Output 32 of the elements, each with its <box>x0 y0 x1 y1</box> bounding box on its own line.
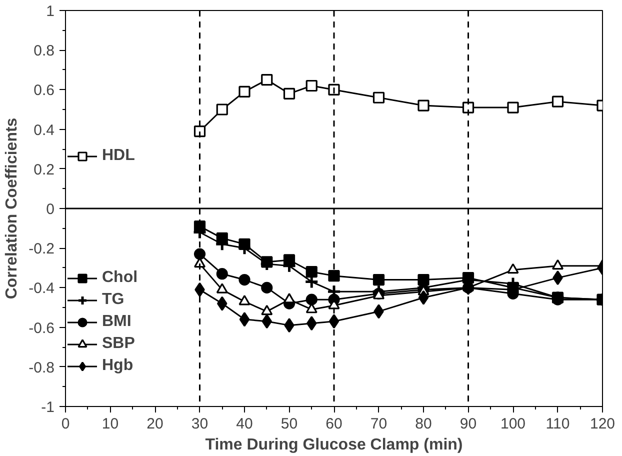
y-tick-label: -0.6 <box>28 320 55 337</box>
y-tick-label: 0.8 <box>34 42 55 60</box>
x-tick-label: 10 <box>102 416 119 432</box>
y-axis-title: Correlation Coefficients <box>4 118 21 300</box>
x-tick-label: 100 <box>500 416 526 432</box>
legend-label: Hgb <box>102 357 134 375</box>
y-tick-label: 0.4 <box>34 122 55 139</box>
y-tick-label: -0.2 <box>28 240 55 258</box>
x-tick-label: 40 <box>236 416 253 432</box>
x-tick-label: 70 <box>370 416 388 432</box>
x-tick-label: 30 <box>191 416 208 432</box>
legend-label: SBP <box>102 335 135 353</box>
y-tick-label: -0.4 <box>28 280 55 298</box>
x-tick-label: 0 <box>61 416 70 432</box>
y-tick-label: -0.8 <box>28 359 55 376</box>
legend-label: HDL <box>102 147 135 165</box>
legend-label: BMI <box>102 313 132 331</box>
legend-label: TG <box>102 291 124 309</box>
x-tick-label: 80 <box>415 416 432 432</box>
y-tick-label: 0 <box>46 201 54 218</box>
y-tick-label: -1 <box>41 399 55 416</box>
legend-label: Chol <box>102 269 138 287</box>
y-tick-label: 0.2 <box>34 161 55 178</box>
x-tick-label: 50 <box>280 416 298 432</box>
y-tick-label: 0.6 <box>34 82 55 100</box>
y-tick-label: 1 <box>46 3 54 20</box>
x-tick-label: 110 <box>546 416 570 432</box>
x-tick-label: 20 <box>146 416 164 432</box>
x-tick-label: 120 <box>590 416 616 432</box>
x-tick-label: 60 <box>326 416 342 432</box>
x-axis-title: Time During Glucose Clamp (min) <box>205 436 463 454</box>
x-tick-label: 90 <box>460 416 477 432</box>
